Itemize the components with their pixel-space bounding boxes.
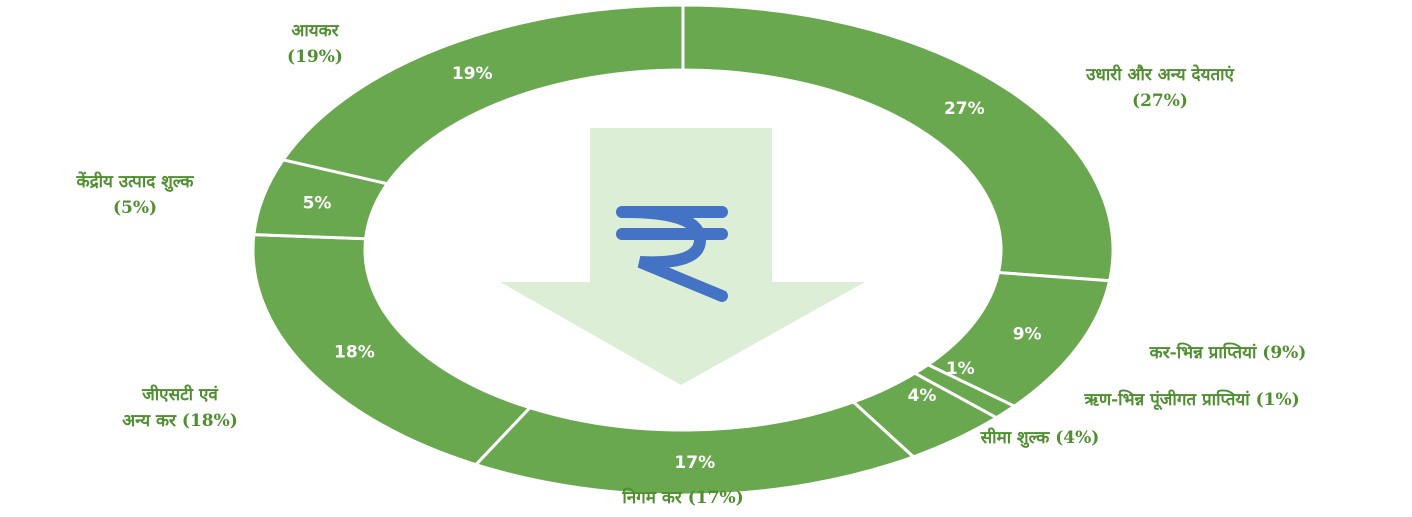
- value-label: 1%: [946, 359, 975, 379]
- donut-segment: [280, 3, 685, 186]
- category-label: जीएसटी एवं अन्य कर (18%): [122, 385, 238, 431]
- rupee-icon: [616, 206, 728, 302]
- category-label: केंद्रीय उत्पाद शुल्क (5%): [76, 172, 194, 218]
- value-label: 18%: [334, 343, 375, 363]
- value-label: 19%: [452, 64, 493, 84]
- category-label: कर-भिन्न प्राप्तियां (9%): [1149, 343, 1307, 363]
- value-label: 4%: [908, 386, 937, 406]
- value-label: 27%: [944, 99, 985, 119]
- donut-segment: [473, 400, 917, 497]
- category-label: ऋण-भिन्न पूंजीगत प्राप्तियां (1%): [1084, 390, 1300, 410]
- value-label: 17%: [674, 453, 715, 473]
- ring: [251, 3, 1115, 497]
- category-label: आयकर (19%): [287, 21, 343, 67]
- category-label: उधारी और अन्य देयताएं (27%): [1086, 65, 1234, 111]
- value-label: 9%: [1013, 325, 1042, 345]
- value-label: 5%: [303, 194, 332, 214]
- category-label: निगम कर (17%): [622, 488, 744, 508]
- donut-segment: [251, 233, 533, 467]
- donut-segment: [681, 3, 1115, 283]
- category-label: सीमा शुल्क (4%): [980, 428, 1100, 448]
